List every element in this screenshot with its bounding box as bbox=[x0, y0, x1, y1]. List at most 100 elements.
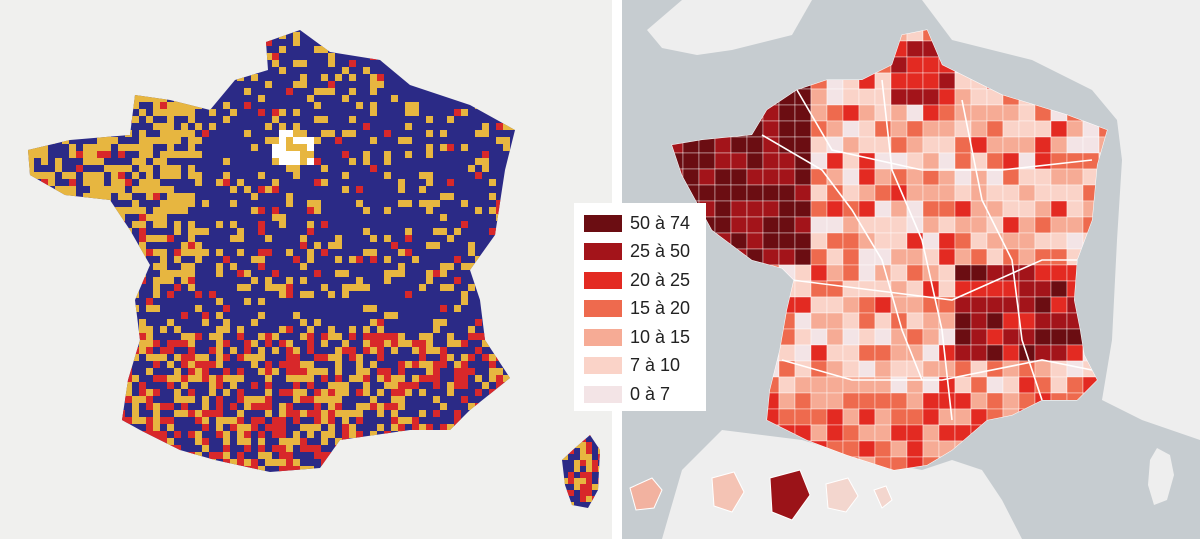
commune-cell bbox=[139, 417, 146, 424]
commune-cell bbox=[48, 291, 55, 298]
commune-cell bbox=[132, 445, 139, 452]
commune-cell bbox=[461, 340, 468, 347]
commune-cell bbox=[370, 74, 377, 81]
commune-cell bbox=[55, 95, 62, 102]
commune-cell bbox=[391, 466, 398, 472]
commune-cell bbox=[97, 249, 104, 256]
commune-cell bbox=[335, 32, 342, 39]
commune-cell bbox=[426, 277, 433, 284]
commune-cell bbox=[482, 256, 489, 263]
department-cell bbox=[970, 120, 988, 138]
commune-cell bbox=[181, 361, 188, 368]
commune-cell bbox=[475, 431, 482, 438]
commune-cell bbox=[160, 431, 167, 438]
commune-cell bbox=[153, 102, 160, 109]
commune-cell bbox=[34, 144, 41, 151]
commune-cell bbox=[139, 319, 146, 326]
commune-cell bbox=[328, 354, 335, 361]
commune-cell bbox=[90, 200, 97, 207]
commune-cell bbox=[69, 368, 76, 375]
commune-cell bbox=[118, 242, 125, 249]
department-cell bbox=[906, 392, 924, 410]
commune-cell bbox=[181, 270, 188, 277]
department-cell bbox=[778, 296, 796, 314]
department-cell bbox=[874, 360, 892, 378]
commune-cell bbox=[468, 249, 475, 256]
commune-cell bbox=[20, 410, 27, 417]
commune-cell bbox=[55, 165, 62, 172]
commune-cell bbox=[181, 67, 188, 74]
commune-cell bbox=[482, 39, 489, 46]
commune-cell bbox=[398, 403, 405, 410]
department-cell bbox=[762, 248, 780, 266]
commune-cell bbox=[391, 95, 398, 102]
department-cell bbox=[1050, 136, 1068, 154]
commune-cell bbox=[48, 424, 55, 431]
commune-cell bbox=[419, 466, 426, 472]
commune-cell bbox=[216, 452, 223, 459]
department-cell bbox=[922, 392, 940, 410]
department-cell bbox=[778, 280, 796, 298]
commune-cell bbox=[181, 396, 188, 403]
commune-cell bbox=[90, 109, 97, 116]
department-cell bbox=[874, 296, 892, 314]
commune-cell bbox=[69, 179, 76, 186]
commune-cell bbox=[195, 333, 202, 340]
department-cell bbox=[746, 280, 764, 298]
commune-cell bbox=[20, 207, 27, 214]
commune-cell bbox=[251, 403, 258, 410]
commune-cell bbox=[90, 207, 97, 214]
commune-cell bbox=[167, 88, 174, 95]
commune-cell bbox=[34, 473, 41, 480]
commune-cell bbox=[216, 179, 223, 186]
commune-cell bbox=[209, 452, 216, 459]
commune-cell bbox=[307, 368, 314, 375]
commune-cell bbox=[34, 214, 41, 221]
commune-cell bbox=[104, 382, 111, 389]
commune-cell bbox=[97, 277, 104, 284]
commune-cell bbox=[251, 466, 258, 472]
commune-cell bbox=[111, 67, 118, 74]
commune-cell bbox=[489, 53, 496, 60]
department-cell bbox=[1066, 312, 1084, 330]
commune-cell bbox=[153, 207, 160, 214]
department-cell bbox=[672, 72, 684, 90]
commune-cell bbox=[188, 459, 195, 466]
commune-cell bbox=[181, 151, 188, 158]
commune-cell bbox=[568, 448, 574, 454]
department-cell bbox=[1002, 184, 1020, 202]
commune-cell bbox=[160, 200, 167, 207]
commune-cell bbox=[195, 88, 202, 95]
department-cell bbox=[970, 56, 988, 74]
commune-cell bbox=[104, 452, 111, 459]
commune-cell bbox=[28, 151, 34, 158]
commune-cell bbox=[167, 466, 174, 472]
commune-cell bbox=[104, 193, 111, 200]
commune-cell bbox=[132, 221, 139, 228]
commune-cell bbox=[300, 445, 307, 452]
commune-cell bbox=[258, 312, 265, 319]
commune-cell bbox=[230, 186, 237, 193]
department-cell bbox=[778, 328, 796, 346]
department-cell bbox=[714, 392, 732, 410]
commune-cell bbox=[28, 375, 34, 382]
department-cell bbox=[714, 104, 732, 122]
island-shape bbox=[1148, 448, 1174, 505]
commune-cell bbox=[139, 214, 146, 221]
commune-cell bbox=[384, 382, 391, 389]
commune-cell bbox=[272, 473, 279, 480]
commune-cell bbox=[90, 221, 97, 228]
commune-cell bbox=[293, 137, 300, 144]
commune-cell bbox=[321, 74, 328, 81]
commune-cell bbox=[307, 326, 314, 333]
commune-cell bbox=[202, 228, 209, 235]
commune-cell bbox=[90, 473, 97, 480]
department-cell bbox=[810, 168, 828, 186]
commune-cell bbox=[489, 354, 496, 361]
department-cell bbox=[954, 328, 972, 346]
commune-cell bbox=[48, 242, 55, 249]
department-cell bbox=[954, 168, 972, 186]
commune-cell bbox=[153, 277, 160, 284]
commune-cell bbox=[34, 172, 41, 179]
commune-cell bbox=[335, 459, 342, 466]
